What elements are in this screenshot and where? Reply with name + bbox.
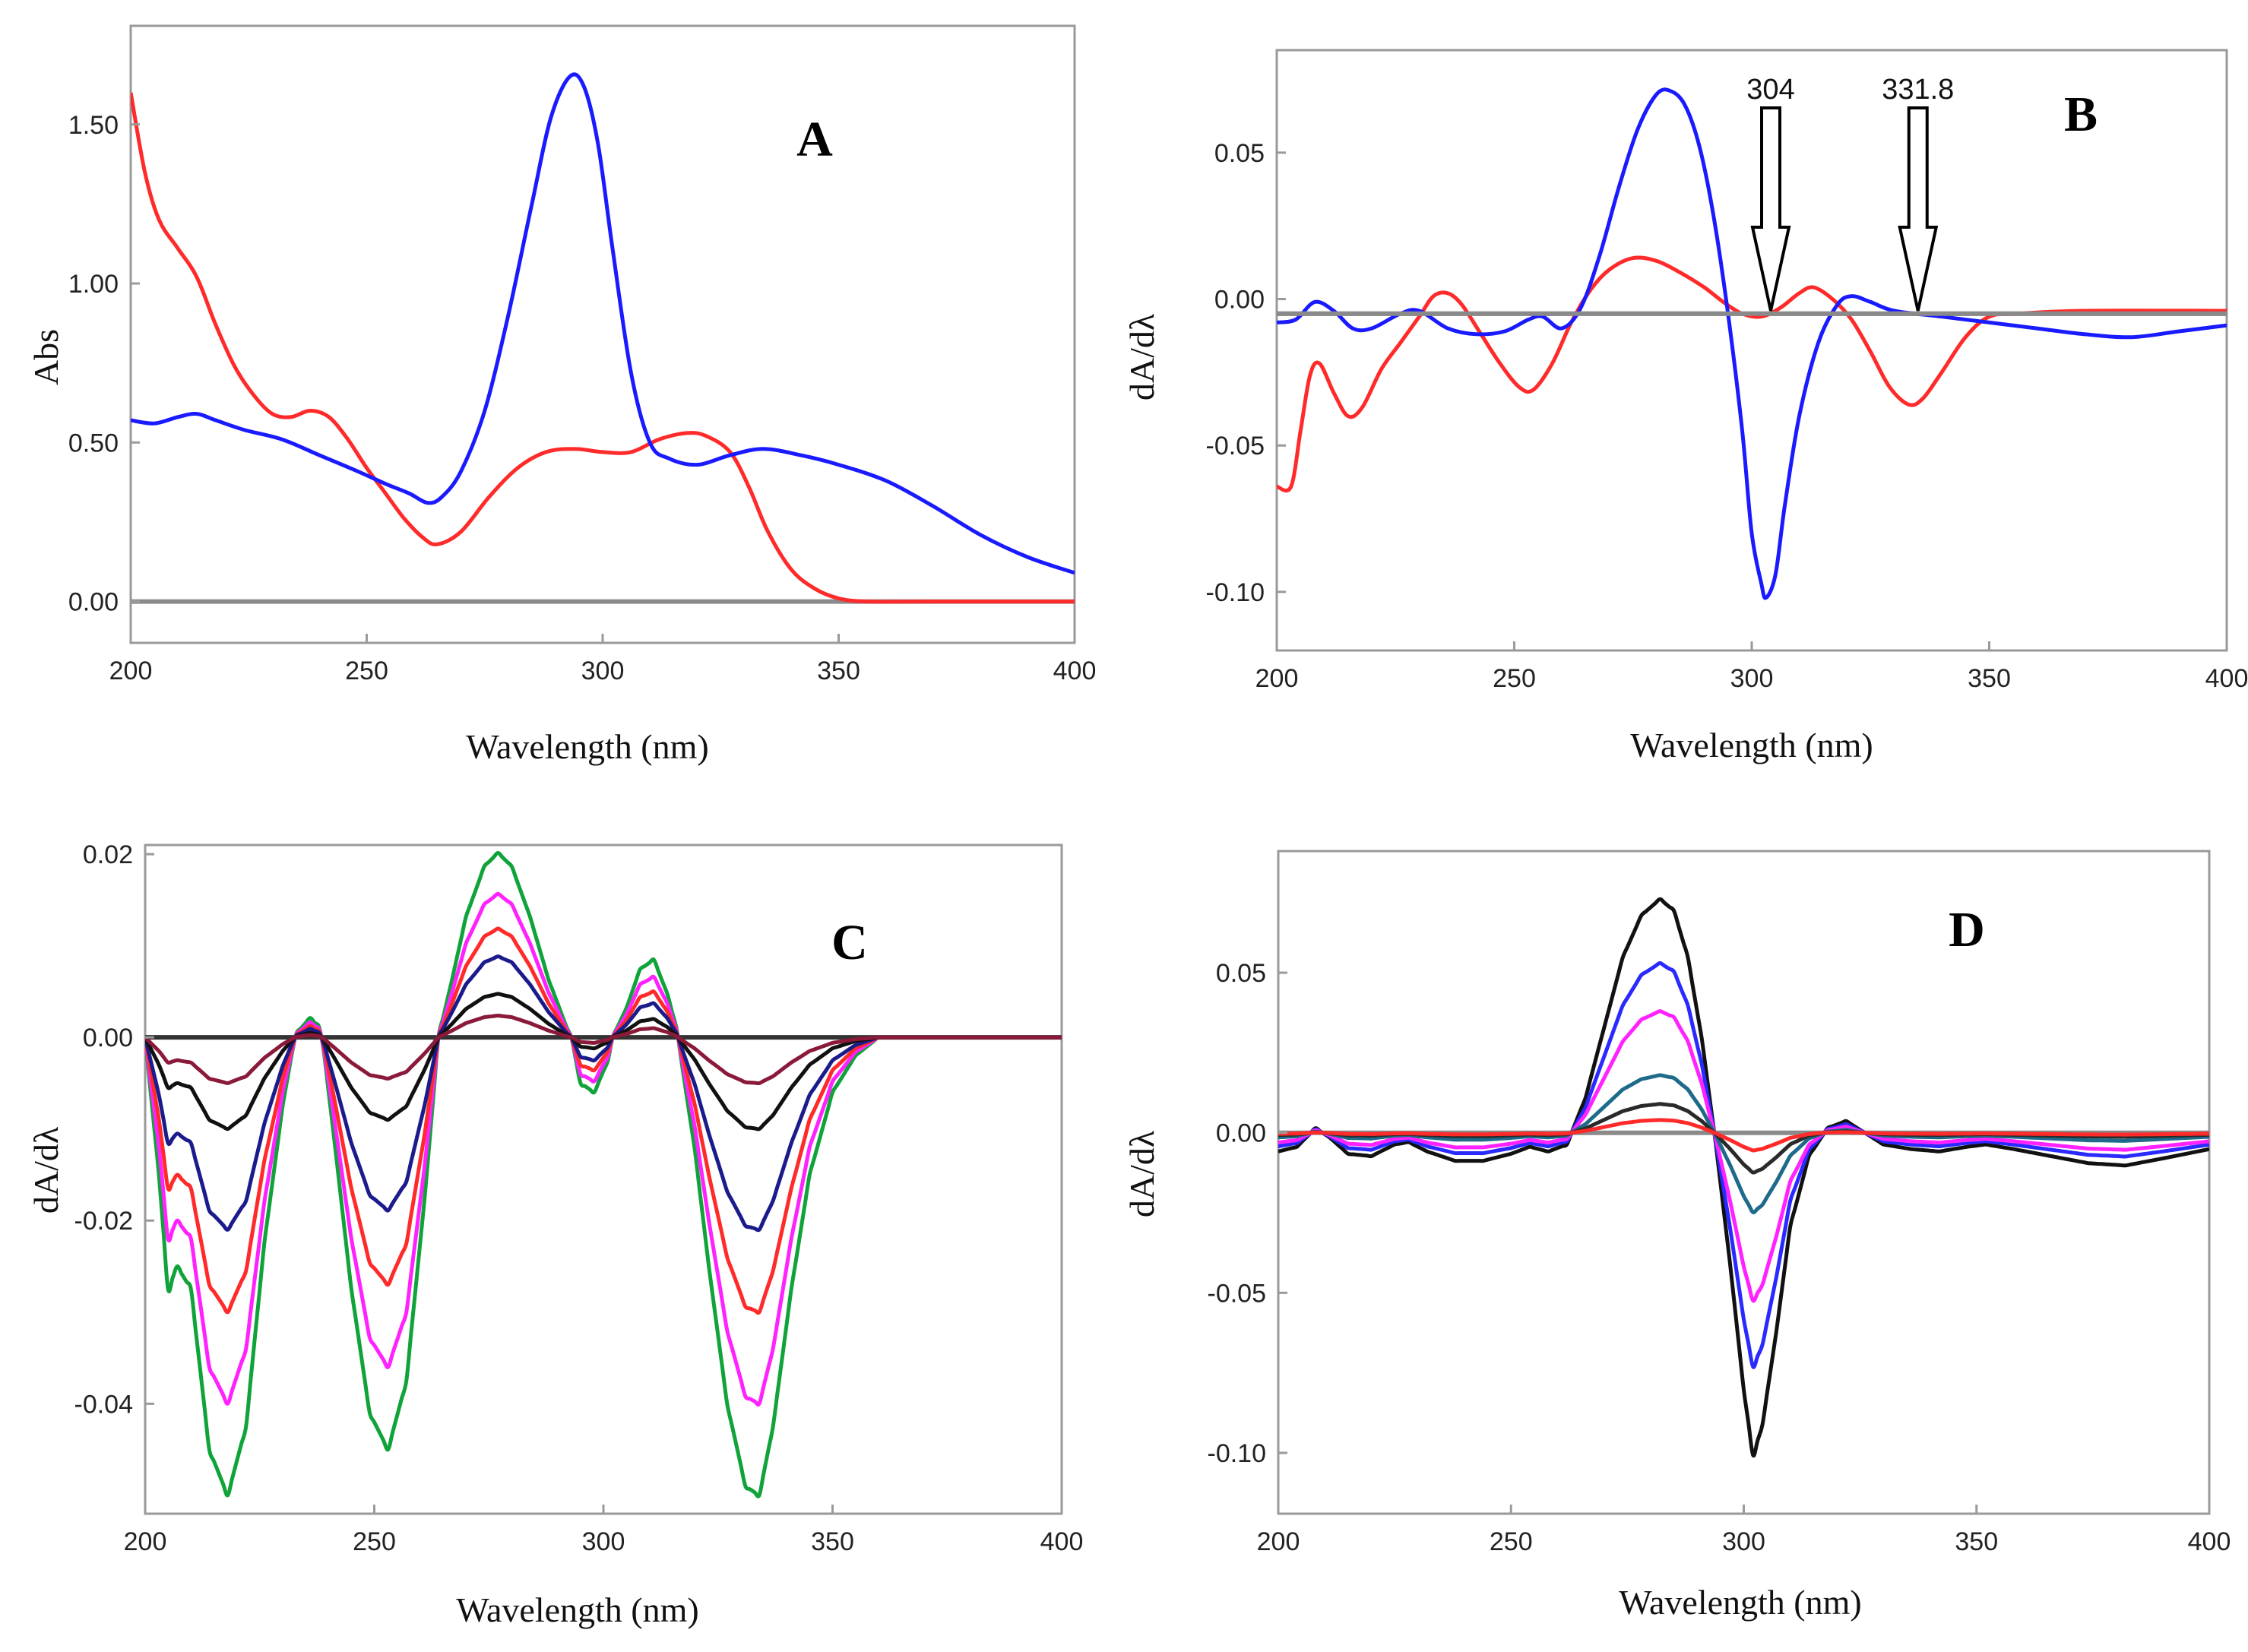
panel-c-ytick-label: 0.00 [83,1024,133,1052]
panel-d-series-teal [1278,1073,2209,1214]
panel-b-annotation-label: 331.8 [1882,74,1954,106]
panel-c-xlabel: Wavelength (nm) [456,1590,698,1629]
panel-a-series-red [131,92,1075,604]
panel-c-ytick-label: -0.02 [74,1207,134,1236]
panel-b-xtick-label: 400 [2205,664,2248,693]
panel-a-series-blue [131,72,1075,575]
panel-d-ytick-label: 0.05 [1216,959,1266,988]
panel-c-xtick-label: 400 [1040,1527,1084,1556]
panel-b-annotation-label: 304 [1746,74,1794,106]
panel-d-xlabel: Wavelength (nm) [1619,1583,1861,1622]
panel-b-frame [1275,49,2228,652]
panel-d-ytick-label: -0.10 [1208,1439,1267,1468]
panel-d-ytick-label: -0.05 [1208,1279,1267,1308]
panel-b-series [1277,87,2227,600]
panel-a-ticks: 200 250 300 350 400 0.00 0.50 1.00 1.50 [68,111,1097,685]
panel-a-xtick-label: 350 [817,657,860,685]
panel-c-xtick-label: 350 [811,1527,854,1556]
panel-a-ytick-label: 1.50 [68,111,119,140]
panel-d-series [1278,897,2209,1458]
panel-d-series-blue [1278,961,2209,1369]
panel-a-xtick-label: 300 [581,657,625,685]
panel-d-series-red [1278,1118,2209,1153]
panel-c-xtick-label: 200 [124,1527,167,1556]
panel-b-series-red [1277,255,2227,493]
panel-d-ticks: 200 250 300 350 400 -0.10 -0.05 0.00 0.05 [1208,959,2231,1556]
panel-b-series-blue [1277,87,2227,600]
panel-b-ytick-label: -0.10 [1206,578,1265,607]
panel-a-xlabel: Wavelength (nm) [466,727,708,766]
panel-c-ticks: 200 250 300 350 400 -0.04 -0.02 0.00 0.02 [74,840,1084,1556]
panel-b-xtick-label: 250 [1493,664,1536,693]
panel-a-frame [129,24,1076,644]
panel-a-xtick-label: 400 [1053,657,1097,685]
panel-d-series-black [1278,897,2209,1458]
panel-c-ytick-label: 0.02 [83,840,133,869]
panel-b-xlabel: Wavelength (nm) [1630,726,1873,764]
panel-b-ylabel: dA/dλ [1122,313,1161,400]
panel-b-letter: B [2064,87,2098,142]
panel-d-xtick-label: 350 [1955,1527,1998,1556]
panel-b-xtick-label: 300 [1730,664,1774,693]
panel-b-ytick-label: 0.00 [1214,286,1265,315]
panel-c-xtick-label: 300 [582,1527,625,1556]
panel-a-ytick-label: 1.00 [68,270,119,299]
panel-b-ytick-label: -0.05 [1206,432,1265,460]
panel-a-ytick-label: 0.00 [68,588,119,617]
panel-d-xtick-label: 300 [1722,1527,1765,1556]
panel-d-letter: D [1949,902,1985,957]
panel-d: 200 250 300 350 400 -0.10 -0.05 0.00 0.05 D Wave… [1122,850,2231,1622]
panel-b-ticks: 200 250 300 350 400 -0.10 -0.05 0.00 0.05 [1206,139,2248,693]
panel-d-ylabel: dA/dλ [1122,1130,1161,1217]
panel-a-letter: A [796,112,833,167]
panel-a: 200 250 300 350 400 0.00 0.50 1.00 1.50 A Wavele… [27,24,1097,766]
panel-a-xtick-label: 200 [109,657,153,685]
panel-c-series [145,850,1062,1499]
panel-d-frame [1277,850,2211,1515]
panel-b-xtick-label: 350 [1968,664,2011,693]
panel-a-xtick-label: 250 [345,657,388,685]
panel-b-annotations: 304 331.8 [1746,74,1954,312]
panel-b-annotation-arrow [1898,106,1939,312]
panel-a-ylabel: Abs [27,329,65,385]
panel-c-ylabel: dA/dλ [27,1126,65,1214]
panel-b-xtick-label: 200 [1255,664,1299,693]
panel-a-series [131,72,1075,604]
panel-c-letter: C [831,915,868,970]
panel-b-annotation-arrow [1750,106,1791,312]
panel-b: 200 250 300 350 400 -0.10 -0.05 0.00 0.05 304 331… [1122,49,2248,764]
panel-d-xtick-label: 250 [1490,1527,1533,1556]
panel-d-series-magenta [1278,1009,2209,1303]
panel-d-xtick-label: 400 [2188,1527,2231,1556]
panel-c-frame [144,843,1063,1515]
panel-d-ytick-label: 0.00 [1216,1119,1266,1148]
panel-c-series-maroon [145,1014,1062,1086]
panel-c: 200 250 300 350 400 -0.04 -0.02 0.00 0.02 C Wave… [27,840,1083,1629]
panel-b-ytick-label: 0.05 [1214,139,1265,168]
panel-c-xtick-label: 250 [353,1527,396,1556]
panel-d-xtick-label: 200 [1257,1527,1300,1556]
panel-a-ytick-label: 0.50 [68,429,119,457]
panel-c-ytick-label: -0.04 [74,1390,134,1419]
